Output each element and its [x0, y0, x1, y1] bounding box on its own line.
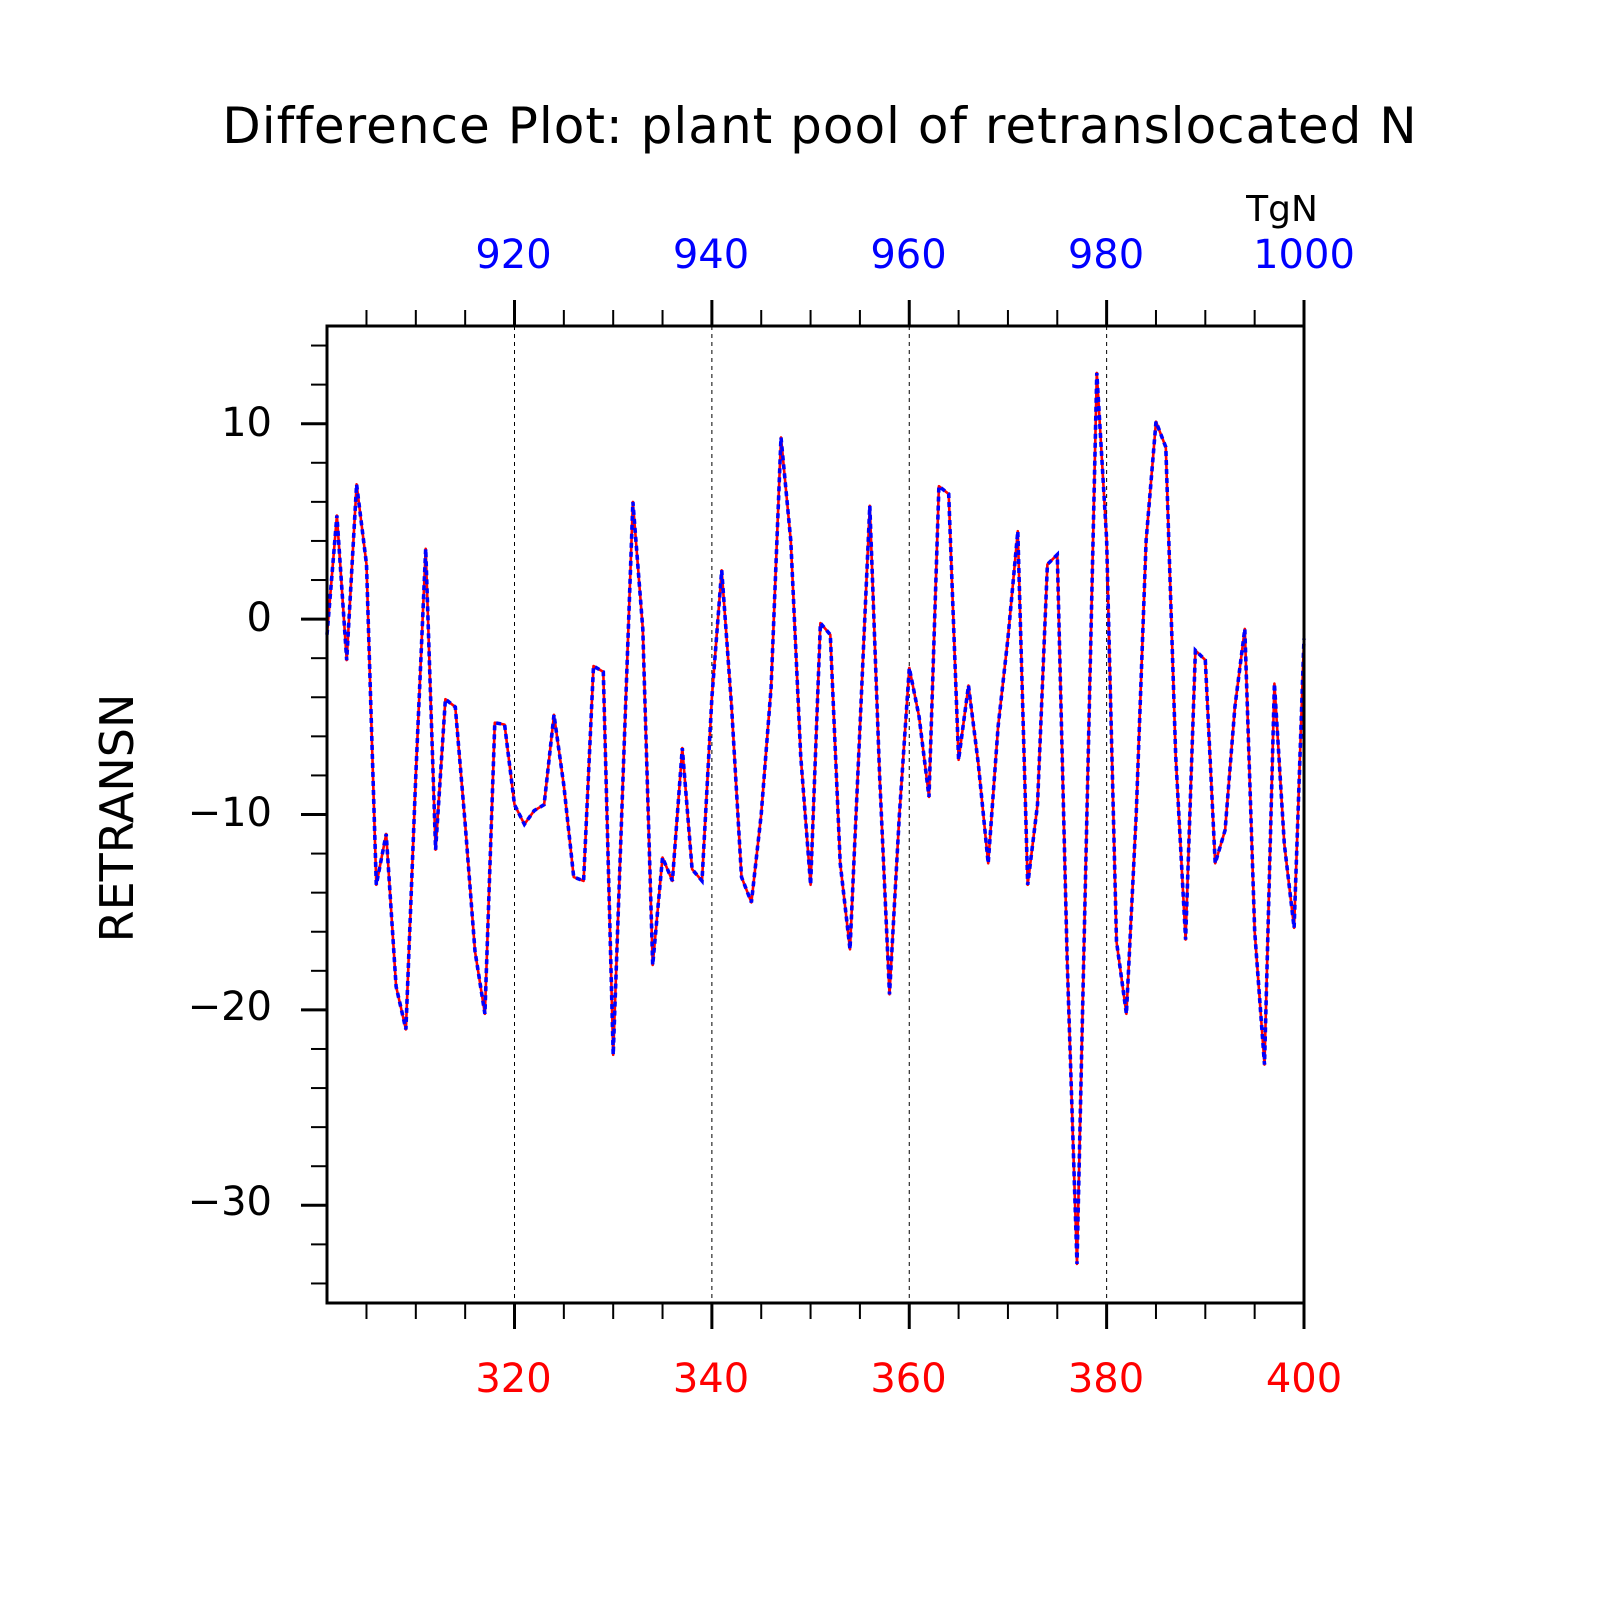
bottom-x-tick-labels: 320 340 360 380 400 — [475, 1356, 1342, 1402]
top-x-tick-labels: 920 940 960 980 1000 — [475, 232, 1355, 278]
x-tick-label-top: 960 — [870, 232, 946, 278]
x-tick-label-bottom: 360 — [870, 1356, 946, 1402]
vertical-grid — [514, 326, 1108, 1303]
axis-ticks — [301, 300, 1306, 1329]
x-tick-label-top: 1000 — [1253, 232, 1355, 278]
series-line-blue-dashed — [325, 372, 1306, 1264]
y-tick-labels: 10 0 −10 −20 −30 — [188, 400, 272, 1225]
y-tick-label: −20 — [188, 984, 272, 1030]
y-tick-label: 10 — [221, 400, 272, 446]
x-tick-label-bottom: 380 — [1068, 1356, 1144, 1402]
units-label: TgN — [1245, 189, 1318, 230]
x-tick-label-top: 920 — [475, 232, 551, 278]
x-tick-label-top: 980 — [1068, 232, 1144, 278]
plot-frame — [325, 324, 1306, 1305]
x-tick-label-bottom: 400 — [1266, 1356, 1342, 1402]
series-line-red — [325, 371, 1306, 1266]
y-tick-label: −30 — [188, 1179, 272, 1225]
series-layer — [325, 371, 1306, 1266]
x-tick-label-bottom: 320 — [475, 1356, 551, 1402]
x-tick-label-bottom: 340 — [673, 1356, 749, 1402]
x-tick-label-top: 940 — [673, 232, 749, 278]
y-tick-label: 0 — [247, 595, 272, 641]
chart-title: Difference Plot: plant pool of retranslo… — [222, 97, 1417, 155]
y-tick-label: −10 — [188, 790, 272, 836]
y-axis-label: RETRANSN — [90, 694, 144, 943]
